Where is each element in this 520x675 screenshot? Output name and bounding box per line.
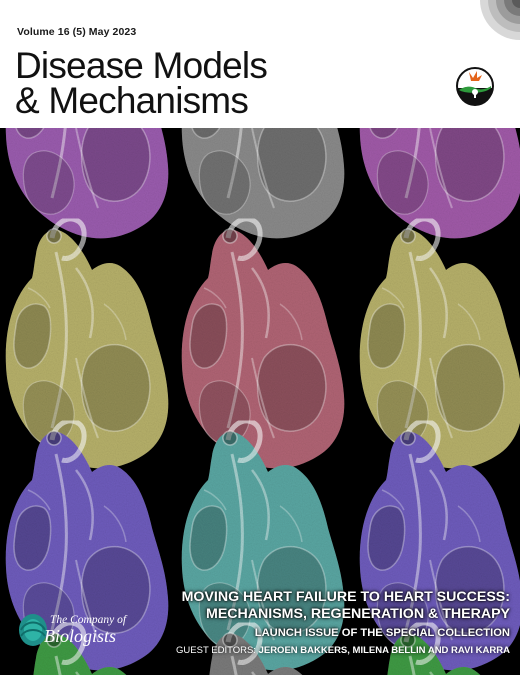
headline-line-2: MECHANISMS, REGENERATION & THERAPY xyxy=(206,606,510,622)
publisher-logo: The Company of Biologists xyxy=(16,602,126,658)
heart-scan-tile xyxy=(6,128,169,238)
company-of-biologists-icon xyxy=(19,614,47,646)
journal-logo-icon xyxy=(456,67,494,106)
corner-rings-graphic xyxy=(480,0,520,40)
heart-scan-tile xyxy=(182,219,345,468)
cover-subhead: LAUNCH ISSUE OF THE SPECIAL COLLECTION xyxy=(254,627,510,639)
issue-info: Volume 16 (5) May 2023 xyxy=(17,26,137,38)
journal-title-line-1: Disease Models xyxy=(15,45,268,86)
guest-editors: GUEST EDITORS: JEROEN BAKKERS, MILENA BE… xyxy=(176,645,510,656)
heart-scan-tile xyxy=(182,128,345,238)
publisher-name-line-2: Biologists xyxy=(44,626,117,646)
journal-title-line-2: & Mechanisms xyxy=(15,80,249,121)
guest-editors-names: JEROEN BAKKERS, MILENA BELLIN AND RAVI K… xyxy=(258,645,510,656)
heart-scan-tile xyxy=(360,128,520,238)
guest-editors-label: GUEST EDITORS: xyxy=(176,645,259,656)
cover-headline: MOVING HEART FAILURE TO HEART SUCCESS: M… xyxy=(110,589,510,623)
masthead: Volume 16 (5) May 2023 Disease Models & … xyxy=(0,0,520,128)
headline-line-1: MOVING HEART FAILURE TO HEART SUCCESS: xyxy=(181,589,510,605)
heart-scan-tile xyxy=(6,219,169,468)
publisher-name-line-1: The Company of xyxy=(50,614,127,626)
